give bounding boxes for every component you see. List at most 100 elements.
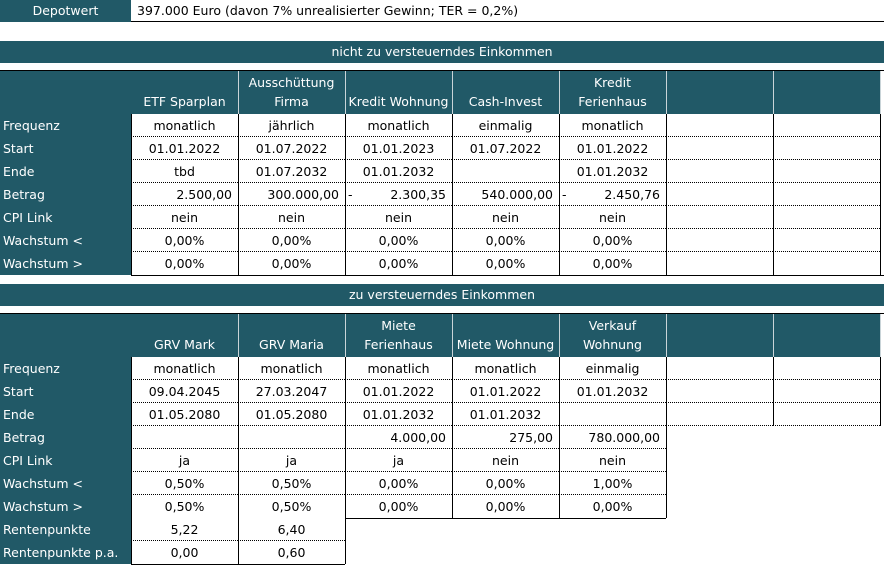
section2-cell[interactable] [131,426,238,449]
section2-cell[interactable]: 0,50% [131,495,238,518]
section2-empty-cell[interactable] [666,380,773,403]
section1-cell[interactable]: 0,00% [559,252,666,275]
section2-empty-cell[interactable] [666,357,773,380]
section2-cell[interactable]: 6,40 [238,518,345,541]
section1-cell[interactable]: 01.01.2032 [559,160,666,183]
section2-cell[interactable]: 0,60 [238,541,345,564]
section1-cell[interactable]: monatlich [131,114,238,137]
section2-cell[interactable]: 0,50% [238,495,345,518]
section1-cell[interactable]: - 2.300,35 [345,183,452,206]
section1-cell[interactable]: nein [238,206,345,229]
section1-cell[interactable]: monatlich [345,114,452,137]
section2-cell[interactable]: 01.01.2032 [452,403,559,426]
depot-value[interactable]: 397.000 Euro (davon 7% unrealisierter Ge… [131,0,884,22]
section2-cell[interactable]: monatlich [452,357,559,380]
section1-cell[interactable]: 540.000,00 [452,183,559,206]
section2-empty-cell[interactable] [773,403,880,426]
section2-cell[interactable]: 4.000,00 [345,426,452,449]
section1-cell[interactable] [666,137,773,160]
section2-cell[interactable]: 01.05.2080 [131,403,238,426]
section1-cell[interactable]: 0,00% [559,229,666,252]
grid-line [559,357,560,518]
section1-cell[interactable]: 300.000,00 [238,183,345,206]
section1-cell[interactable]: 0,00% [452,229,559,252]
section2-cell[interactable]: 5,22 [131,518,238,541]
section1-cell[interactable]: nein [345,206,452,229]
section1-cell[interactable]: 01.07.2022 [238,137,345,160]
section2-cell[interactable]: 1,00% [559,472,666,495]
section1-cell[interactable]: 0,00% [345,229,452,252]
section2-cell[interactable]: 01.01.2032 [559,380,666,403]
header-line2: Wohnung [583,337,642,352]
section1-cell[interactable]: - 2.450,76 [559,183,666,206]
section2-cell[interactable]: 0,50% [238,472,345,495]
section1-cell[interactable]: 01.01.2032 [345,160,452,183]
section1-cell[interactable] [773,137,880,160]
section2-cell[interactable]: 01.01.2022 [345,380,452,403]
section2-cell[interactable]: 0,00% [345,495,452,518]
section2-cell[interactable] [559,403,666,426]
section2-cell[interactable]: 01.01.2022 [452,380,559,403]
section1-cell[interactable] [666,160,773,183]
header-line2: GRV Mark [153,337,216,352]
section1-cell[interactable]: 01.07.2022 [452,137,559,160]
section1-cell[interactable]: 01.01.2022 [559,137,666,160]
section1-cell[interactable]: 0,00% [345,252,452,275]
section1-cell[interactable]: tbd [131,160,238,183]
section1-cell[interactable]: 01.01.2023 [345,137,452,160]
section1-cell[interactable] [666,206,773,229]
section1-cell[interactable]: 0,00% [452,252,559,275]
section1-cell[interactable]: 01.07.2032 [238,160,345,183]
section2-cell[interactable]: 0,00% [559,495,666,518]
section2-cell[interactable]: 27.03.2047 [238,380,345,403]
section2-cell[interactable]: 0,00% [345,472,452,495]
section1-cell[interactable] [666,114,773,137]
section1-cell[interactable]: 0,00% [131,252,238,275]
cell-value: 780.000,00 [588,430,660,445]
section2-cell[interactable]: nein [559,449,666,472]
section2-cell[interactable]: 780.000,00 [559,426,666,449]
section2-cell[interactable]: ja [131,449,238,472]
section1-cell[interactable] [773,160,880,183]
section1-cell[interactable] [666,252,773,275]
section1-cell[interactable]: 0,00% [238,252,345,275]
section2-cell[interactable]: 275,00 [452,426,559,449]
section1-cell[interactable]: einmalig [452,114,559,137]
section1-cell[interactable] [773,229,880,252]
section2-cell[interactable]: nein [452,449,559,472]
section1-cell[interactable]: 0,00% [131,229,238,252]
section2-cell[interactable]: 01.01.2032 [345,403,452,426]
section2-cell[interactable]: ja [345,449,452,472]
section2-cell[interactable]: 0,00% [452,472,559,495]
section1-cell[interactable]: nein [452,206,559,229]
section2-cell[interactable]: 01.05.2080 [238,403,345,426]
section1-cell[interactable]: 2.500,00 [131,183,238,206]
section1-cell[interactable]: 01.01.2022 [131,137,238,160]
section2-cell[interactable]: monatlich [345,357,452,380]
section2-cell[interactable]: 0,00% [452,495,559,518]
section1-cell[interactable] [773,252,880,275]
section2-cell[interactable] [238,426,345,449]
section2-empty-cell[interactable] [773,357,880,380]
section2-cell[interactable]: 09.04.2045 [131,380,238,403]
section2-cell[interactable]: 0,00 [131,541,238,564]
section1-cell[interactable] [666,183,773,206]
section2-cell[interactable]: 0,50% [131,472,238,495]
section2-cell[interactable]: monatlich [238,357,345,380]
section1-cell[interactable]: nein [131,206,238,229]
section1-cell[interactable]: monatlich [559,114,666,137]
section2-empty-cell[interactable] [773,380,880,403]
section2-cell[interactable]: monatlich [131,357,238,380]
header-line2: Kredit Wohnung [348,94,449,109]
section1-cell[interactable] [666,229,773,252]
section1-cell[interactable] [773,206,880,229]
section1-cell[interactable]: jährlich [238,114,345,137]
section2-cell[interactable]: einmalig [559,357,666,380]
section2-cell[interactable]: ja [238,449,345,472]
section1-cell[interactable] [773,183,880,206]
section1-cell[interactable]: nein [559,206,666,229]
section2-empty-cell[interactable] [666,403,773,426]
section1-cell[interactable] [452,160,559,183]
section1-cell[interactable]: 0,00% [238,229,345,252]
section1-cell[interactable] [773,114,880,137]
